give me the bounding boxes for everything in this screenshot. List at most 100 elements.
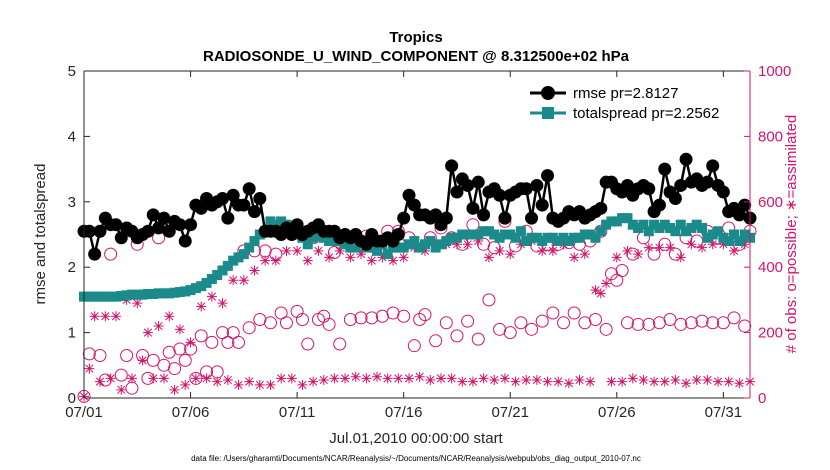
obs-assimilated-point [686, 239, 697, 250]
totalspread-point [126, 289, 137, 300]
rmse-point [178, 234, 192, 248]
totalspread-point [585, 229, 596, 240]
rmse-point [359, 237, 373, 251]
totalspread-point [595, 226, 606, 237]
obs-assimilated-point [228, 275, 239, 286]
obs-possible-point [716, 316, 730, 330]
totalspread-point [324, 236, 335, 247]
chart-subtitle: RADIOSONDE_U_WIND_COMPONENT @ 8.312500e+… [203, 48, 630, 65]
totalspread-point [638, 219, 649, 230]
obs-possible-point [727, 311, 741, 325]
rmse-point [247, 205, 261, 219]
obs-assimilated-point [318, 375, 329, 386]
y2-tick-label: 0 [758, 390, 766, 407]
rmse-point [407, 198, 421, 212]
totalspread-point [340, 239, 351, 250]
rmse-point [471, 175, 485, 189]
rmse-point [226, 188, 240, 202]
obs-assimilated-point [697, 242, 708, 253]
totalspread-point [238, 249, 249, 260]
obs-possible-point [114, 368, 128, 382]
rmse-point [162, 224, 176, 238]
obs-assimilated-point [659, 376, 670, 387]
totalspread-point [643, 226, 654, 237]
y2-tick-label: 800 [758, 128, 783, 145]
obs-assimilated-point [238, 275, 249, 286]
rmse-point [290, 218, 304, 232]
obs-assimilated-point [148, 373, 159, 384]
obs-possible-point [333, 337, 347, 351]
legend: rmse pr=2.8127 totalspread pr=2.2562 [530, 85, 719, 122]
rmse-point [82, 224, 96, 238]
obs-assimilated-point [265, 379, 276, 390]
obs-assimilated-point [633, 249, 644, 260]
totalspread-point [659, 219, 670, 230]
obs-assimilated-point [89, 311, 100, 322]
obs-assimilated-point [579, 249, 590, 260]
obs-possible-point [588, 313, 602, 327]
obs-assimilated-point [585, 376, 596, 387]
obs-assimilated-point [457, 376, 468, 387]
totalspread-point [244, 242, 255, 253]
totalspread-point [675, 219, 686, 230]
totalspread-point [190, 283, 201, 294]
obs-possible-point [98, 373, 112, 387]
obs-possible-point [471, 332, 485, 346]
rmse-point [439, 211, 453, 225]
totalspread-point [547, 232, 558, 243]
obs-assimilated-point [521, 375, 532, 386]
obs-assimilated-point [601, 278, 612, 289]
totalspread-point [414, 242, 425, 253]
obs-assimilated-point [606, 376, 617, 387]
rmse-point [194, 201, 208, 215]
obs-possible-point [168, 362, 182, 376]
obs-assimilated-point [329, 373, 340, 384]
totalspread-point [425, 236, 436, 247]
obs-assimilated-point [286, 373, 297, 384]
obs-assimilated-point [414, 371, 425, 382]
totalspread-point [510, 232, 521, 243]
rmse-point [541, 169, 555, 183]
obs-possible-point [232, 335, 246, 349]
rmse-point [93, 224, 107, 238]
rmse-point [700, 175, 714, 189]
rmse-point [221, 211, 235, 225]
obs-possible-point [295, 313, 309, 327]
obs-assimilated-point [590, 285, 601, 296]
totalspread-point [388, 242, 399, 253]
rmse-point [173, 218, 187, 232]
obs-assimilated-point [164, 311, 175, 322]
obs-possible-point [487, 241, 501, 255]
obs-assimilated-point [345, 252, 356, 263]
obs-assimilated-point [723, 376, 734, 387]
obs-assimilated-point [542, 376, 553, 387]
totalspread-point [611, 216, 622, 227]
obs-assimilated-point [569, 252, 580, 263]
rmse-point [285, 228, 299, 241]
obs-possible-point [674, 317, 688, 331]
totalspread-point [617, 213, 628, 224]
obs-assimilated-point [180, 379, 191, 390]
obs-possible-point [461, 314, 475, 328]
totalspread-point [446, 232, 457, 243]
rmse-point [391, 228, 405, 241]
totalspread-point [174, 287, 185, 298]
obs-assimilated-point [132, 298, 143, 309]
totalspread-point [164, 288, 175, 299]
obs-assimilated-point [350, 371, 361, 382]
x-tick-label: 07/06 [172, 404, 210, 421]
obs-assimilated-point [563, 378, 574, 389]
obs-assimilated-point [627, 373, 638, 384]
obs-possible-point [242, 321, 256, 335]
obs-assimilated-point [254, 379, 265, 390]
obs-assimilated-point [105, 373, 116, 384]
totalspread-point [249, 236, 260, 247]
totalspread-point [729, 229, 740, 240]
totalspread-point [318, 232, 329, 243]
obs-possible-point [279, 316, 293, 330]
obs-assimilated-point [451, 239, 462, 250]
totalspread-point [100, 291, 111, 302]
rmse-point [668, 192, 682, 206]
obs-assimilated-point [142, 327, 153, 338]
totalspread-point [217, 265, 228, 276]
